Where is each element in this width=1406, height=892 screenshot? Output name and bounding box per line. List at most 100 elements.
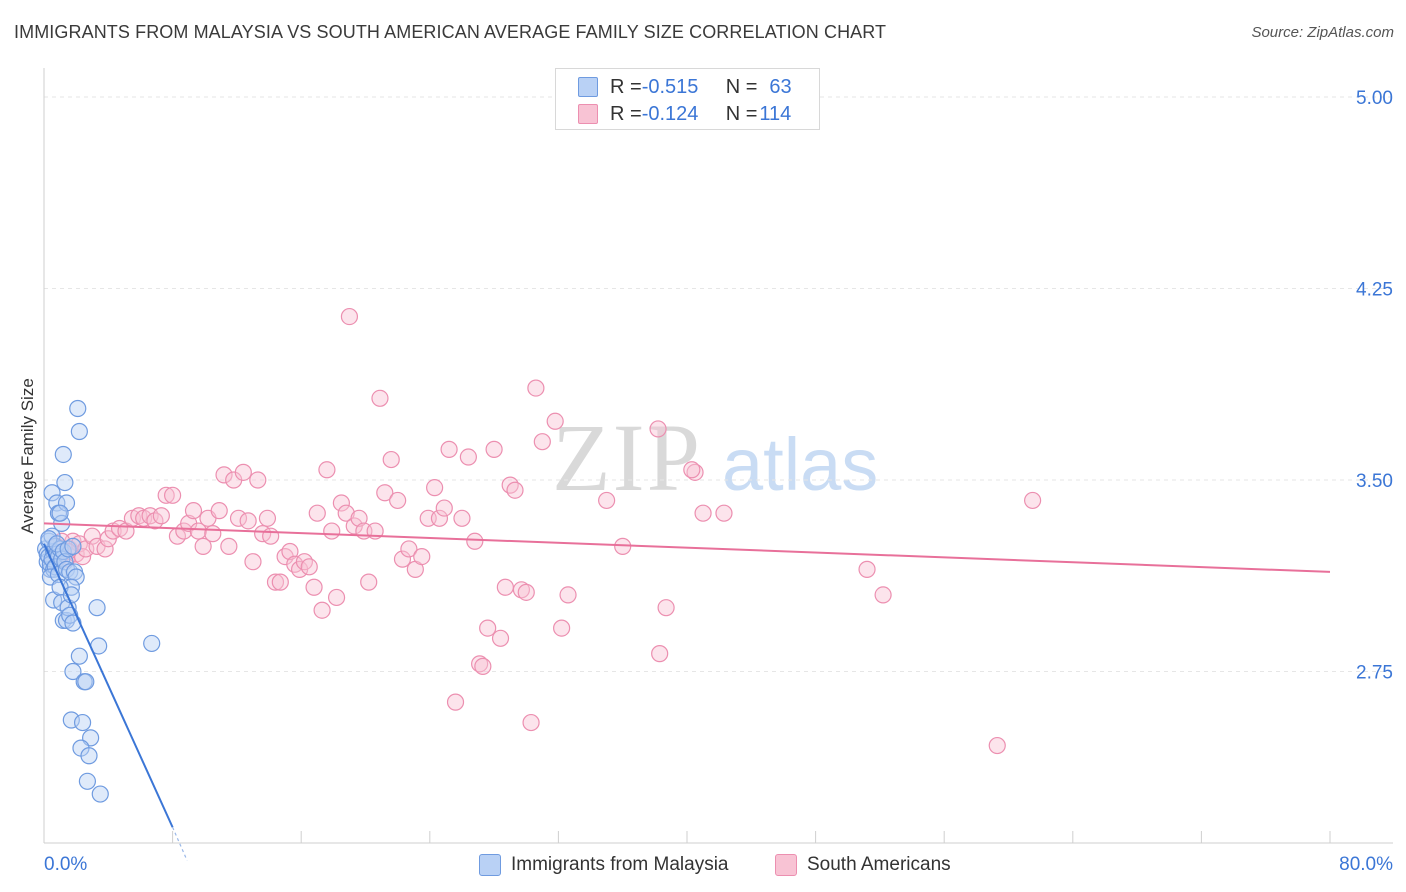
malaysia-point: [54, 445, 72, 464]
malaysia-point: [77, 673, 95, 691]
south-american-point: [413, 547, 431, 566]
south-american-point: [249, 471, 267, 489]
bottom-legend-swatch-south-americans: [775, 854, 797, 876]
south-american-point: [426, 479, 444, 497]
bottom-legend-swatch-malaysia: [479, 854, 501, 876]
south-american-point: [485, 440, 503, 458]
south-american-point: [382, 450, 400, 469]
malaysia-point: [143, 634, 161, 653]
legend-n-value: 114: [759, 102, 792, 125]
south-american-point: [474, 657, 492, 675]
south-american-point: [286, 555, 304, 573]
malaysia-point: [57, 494, 76, 512]
south-american-point: [553, 619, 571, 637]
south-american-point: [204, 525, 222, 543]
south-american-point: [157, 486, 175, 504]
malaysia-point: [59, 540, 77, 558]
south-american-point: [649, 420, 667, 438]
malaysia-point: [67, 568, 85, 586]
south-american-point: [506, 481, 524, 499]
south-american-point: [244, 553, 262, 571]
south-american-point: [234, 463, 252, 481]
malaysia-point: [70, 422, 88, 441]
south-american-point: [281, 542, 299, 561]
south-american-point: [657, 599, 675, 617]
legend-swatch-south-americans: [578, 104, 598, 124]
south-american-point: [239, 512, 257, 530]
south-american-point: [194, 537, 212, 555]
south-american-point: [210, 502, 228, 520]
y-tick-label: 4.25: [1356, 280, 1393, 301]
south-american-point: [533, 433, 551, 451]
legend-swatch-malaysia: [578, 77, 598, 97]
legend-r-value: -0.515: [641, 75, 699, 98]
south-american-point: [340, 307, 359, 326]
south-american-point: [295, 553, 314, 571]
bottom-legend-label-south-americans: South Americans: [807, 854, 951, 875]
malaysia-point: [56, 473, 74, 492]
malaysia-point: [91, 785, 109, 803]
legend-n-value: 63: [769, 75, 792, 98]
south-american-point: [323, 522, 341, 540]
source-label: Source: ZipAtlas.com: [1251, 24, 1394, 41]
south-american-point: [184, 502, 203, 520]
south-american-point: [262, 527, 280, 545]
south-american-point: [152, 507, 170, 525]
stats-legend: R = -0.515 N = 63 R = -0.124 N = 114: [555, 68, 820, 130]
south-american-point: [988, 736, 1006, 755]
south-american-trend-line: [43, 522, 1331, 573]
south-american-point: [435, 499, 453, 517]
south-american-point: [874, 586, 892, 604]
legend-r-value: -0.124: [641, 102, 699, 125]
malaysia-point: [64, 662, 82, 681]
south-american-point: [522, 713, 540, 732]
south-american-point: [598, 491, 616, 510]
legend-r-label: R =: [610, 75, 642, 98]
south-american-point: [258, 509, 277, 527]
south-american-point: [491, 629, 510, 647]
south-american-point: [215, 466, 233, 484]
south-american-point: [332, 494, 350, 512]
south-american-point: [471, 655, 489, 673]
south-american-point: [220, 537, 238, 555]
south-american-point: [360, 573, 378, 591]
south-american-point: [496, 578, 514, 596]
south-american-point: [371, 389, 389, 407]
south-american-point: [337, 504, 355, 522]
south-american-point: [694, 504, 712, 522]
south-american-point: [376, 484, 394, 502]
south-american-point: [858, 560, 876, 578]
south-american-point: [501, 476, 519, 494]
y-tick-label: 3.50: [1356, 471, 1393, 492]
south-american-point: [446, 693, 465, 711]
south-american-point: [546, 412, 564, 430]
malaysia-point: [69, 399, 87, 418]
south-american-point: [466, 532, 484, 550]
malaysia-point: [80, 747, 98, 765]
watermark-atlas: atlas: [722, 423, 878, 506]
south-american-point: [512, 581, 531, 599]
malaysia-trend-extension: [172, 827, 188, 861]
south-american-point: [683, 461, 701, 479]
south-american-point: [430, 509, 449, 527]
south-american-point: [229, 509, 248, 527]
malaysia-point: [78, 772, 97, 790]
south-american-point: [1024, 491, 1042, 510]
south-american-point: [305, 578, 323, 596]
legend-r-label: R =: [610, 102, 642, 125]
south-american-point: [327, 588, 346, 607]
south-american-point: [271, 573, 289, 591]
x-tick-label: 0.0%: [44, 854, 87, 875]
malaysia-point: [70, 647, 88, 665]
south-american-point: [393, 550, 412, 568]
malaysia-trend-line: [43, 543, 174, 828]
south-american-point: [189, 522, 207, 540]
south-american-point: [479, 619, 497, 637]
bottom-legend-label-malaysia: Immigrants from Malaysia: [511, 854, 729, 875]
south-american-point: [686, 463, 704, 481]
malaysia-point: [43, 484, 61, 502]
south-american-point: [300, 558, 318, 576]
south-american-point: [651, 645, 669, 663]
malaysia-point: [51, 504, 69, 522]
